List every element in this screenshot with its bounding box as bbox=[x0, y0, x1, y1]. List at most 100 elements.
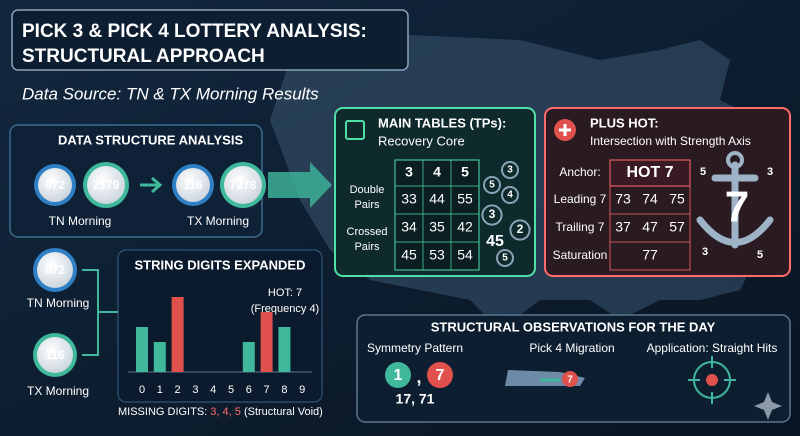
gear bbox=[509, 219, 531, 241]
ball-face bbox=[38, 168, 72, 202]
missing-note: (Structural Void) bbox=[244, 406, 323, 418]
gear-digit: 3 bbox=[489, 207, 496, 221]
gear bbox=[501, 161, 519, 179]
gear-digit: 4 bbox=[507, 190, 513, 201]
ball-number: 7 bbox=[436, 367, 445, 384]
hot-value: HOT 7 bbox=[626, 164, 673, 181]
ball-number: 116 bbox=[183, 178, 203, 192]
gear-digit: 3 bbox=[507, 165, 513, 176]
digit-label: 1 bbox=[157, 384, 163, 396]
target bbox=[688, 356, 736, 404]
flow-arrow bbox=[268, 162, 332, 208]
anchor-mark: 3 bbox=[767, 166, 773, 178]
row-label: Crossed bbox=[347, 226, 388, 238]
panel-title: STRUCTURAL OBSERVATIONS FOR THE DAY bbox=[431, 319, 716, 334]
row-label: Anchor: bbox=[559, 165, 600, 179]
ball-number: 7 bbox=[567, 375, 573, 386]
gear-digit: 5 bbox=[489, 180, 495, 191]
digit-label: 8 bbox=[281, 384, 287, 396]
gear bbox=[501, 186, 519, 204]
ball-number: 072 bbox=[45, 178, 65, 192]
gear-digit: 5 bbox=[502, 253, 508, 264]
title: STRUCTURAL APPROACH bbox=[22, 46, 265, 67]
hot-grid bbox=[609, 185, 691, 271]
target-center bbox=[706, 374, 718, 386]
ball-face bbox=[224, 166, 262, 204]
row-label: Saturation bbox=[553, 248, 608, 262]
hot-cell: 57 bbox=[669, 219, 685, 235]
panel-title: MAIN TABLES (TPs): bbox=[378, 115, 506, 130]
table-cell: 54 bbox=[457, 247, 473, 263]
table-cell: 35 bbox=[429, 219, 445, 235]
table-cell: 53 bbox=[429, 247, 445, 263]
gear bbox=[496, 249, 514, 267]
hot-cell: 73 bbox=[615, 191, 631, 207]
title: PICK 3 & PICK 4 LOTTERY ANALYSIS: bbox=[22, 21, 367, 42]
item-title: Application: Straight Hits bbox=[647, 341, 778, 355]
table-cell: 34 bbox=[401, 219, 417, 235]
table bbox=[394, 159, 480, 271]
ball bbox=[562, 371, 578, 387]
hot-cell: 77 bbox=[642, 247, 658, 263]
hot-label: HOT: 7 bbox=[268, 287, 302, 299]
hot-box bbox=[609, 159, 691, 187]
row-label: Pairs bbox=[354, 241, 380, 253]
observations-panel bbox=[356, 314, 791, 423]
bar bbox=[153, 342, 166, 372]
table-cell: 42 bbox=[457, 219, 473, 235]
ball-label: TX Morning bbox=[27, 384, 89, 398]
ball-label: TX Morning bbox=[187, 214, 249, 228]
digit-label: 3 bbox=[192, 384, 198, 396]
digit-label: 6 bbox=[246, 384, 252, 396]
missing-digits: 3, 4, 5 bbox=[210, 406, 241, 418]
item-title: Pick 4 Migration bbox=[529, 341, 614, 355]
ball-number: 1 bbox=[394, 367, 403, 384]
separator: , bbox=[416, 367, 421, 387]
row-label: Trailing 7 bbox=[556, 220, 605, 234]
digit-label: 2 bbox=[175, 384, 181, 396]
bar bbox=[136, 327, 148, 372]
ball-face bbox=[176, 168, 210, 202]
digit-label: 7 bbox=[264, 384, 270, 396]
hot-cell: 75 bbox=[669, 191, 685, 207]
bar bbox=[278, 327, 291, 372]
panel-subtitle: Intersection with Strength Axis bbox=[590, 134, 751, 148]
plus-hot-panel bbox=[544, 107, 791, 277]
anchor-mark: 5 bbox=[757, 249, 763, 261]
gear-digit: 45 bbox=[486, 233, 504, 250]
ball-face bbox=[37, 252, 73, 288]
ball-number: 116 bbox=[45, 348, 65, 362]
hot-note: (Frequency 4) bbox=[251, 303, 319, 315]
bar bbox=[260, 312, 273, 372]
digit-label: 4 bbox=[210, 384, 216, 396]
digit-label: 5 bbox=[228, 384, 234, 396]
ball-number: 7278 bbox=[230, 178, 257, 192]
digit-label: 9 bbox=[299, 384, 305, 396]
panel-title: STRING DIGITS EXPANDED bbox=[135, 257, 306, 272]
item-title: Symmetry Pattern bbox=[367, 341, 463, 355]
anchor-mark: 5 bbox=[700, 166, 706, 178]
ball bbox=[385, 362, 411, 388]
row-label: Pairs bbox=[354, 199, 380, 211]
ball-face bbox=[87, 166, 125, 204]
row-label: Double bbox=[350, 184, 385, 196]
gear bbox=[481, 204, 503, 226]
anchor-digit: 7 bbox=[725, 183, 749, 232]
anchor bbox=[696, 161, 774, 249]
missing-label: MISSING DIGITS: 3, 4, 5 (Structural Void… bbox=[118, 406, 323, 418]
gear-digit: 2 bbox=[517, 222, 524, 236]
anchor-mark: 3 bbox=[702, 246, 708, 258]
target-cross bbox=[688, 356, 736, 404]
arrow bbox=[140, 176, 163, 194]
panel-title: DATA STRUCTURE ANALYSIS bbox=[58, 132, 243, 147]
table-cell: 55 bbox=[457, 191, 473, 207]
title-box bbox=[11, 9, 409, 71]
ball-number: 072 bbox=[45, 263, 65, 277]
ball-label: TN Morning bbox=[27, 296, 90, 310]
panel-title: PLUS HOT: bbox=[590, 115, 659, 130]
ball-label: TN Morning bbox=[49, 214, 112, 228]
table-header: 3 bbox=[405, 164, 413, 180]
symmetry-value: 17, 71 bbox=[396, 391, 435, 407]
table-header: 5 bbox=[461, 164, 469, 180]
